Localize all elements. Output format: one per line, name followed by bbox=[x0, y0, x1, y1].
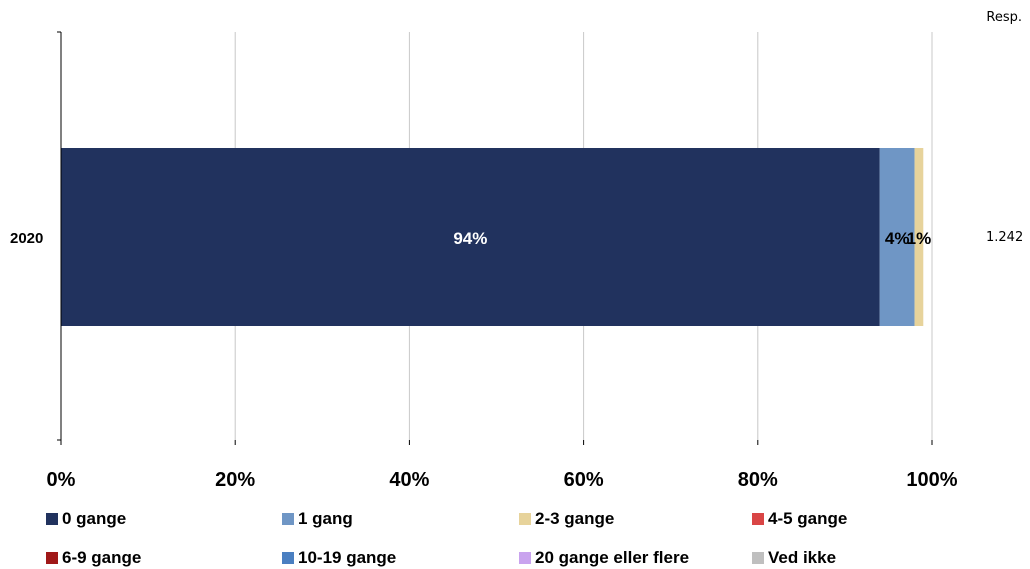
legend-label: 4-5 gange bbox=[768, 509, 848, 528]
legend-label: 20 gange eller flere bbox=[535, 548, 690, 567]
legend-item: 6-9 gange bbox=[46, 548, 141, 568]
bar-segment bbox=[879, 148, 915, 326]
legend-label: Ved ikke bbox=[768, 548, 837, 567]
chart-plot-area: 0% 20% 40% 60% 80% 100% 2020 94% 4%1% bbox=[10, 31, 958, 491]
x-tick-label: 20% bbox=[215, 469, 255, 491]
x-tick-label: 80% bbox=[738, 469, 778, 491]
x-tick-label: 100% bbox=[906, 469, 957, 491]
legend-item: 10-19 gange bbox=[282, 548, 396, 568]
bars bbox=[61, 148, 924, 326]
data-label: 4% bbox=[885, 229, 910, 248]
legend-swatch bbox=[46, 513, 58, 525]
legend-swatch bbox=[752, 513, 764, 525]
legend-swatch bbox=[282, 552, 294, 564]
legend-item: 2-3 gange bbox=[519, 509, 614, 529]
legend-swatch bbox=[46, 552, 58, 564]
legend-item: 0 gange bbox=[46, 509, 126, 529]
bar-segment bbox=[914, 148, 924, 326]
category-label: 2020 bbox=[10, 230, 43, 247]
legend-item: 4-5 gange bbox=[752, 509, 847, 529]
legend-swatch bbox=[519, 552, 531, 564]
data-label: 1% bbox=[907, 229, 932, 248]
bar-segment bbox=[61, 148, 880, 326]
legend-swatch bbox=[282, 513, 294, 525]
axes: 0% 20% 40% 60% 80% 100% 2020 bbox=[10, 31, 958, 491]
data-label: 94% bbox=[453, 229, 487, 248]
legend-label: 2-3 gange bbox=[535, 509, 615, 528]
x-tick-label: 0% bbox=[47, 469, 76, 491]
legend-item: Ved ikke bbox=[752, 548, 836, 568]
legend-swatch bbox=[752, 552, 764, 564]
x-tick-label: 40% bbox=[389, 469, 429, 491]
legend-item: 20 gange eller flere bbox=[519, 548, 689, 568]
legend-label: 10-19 gange bbox=[298, 548, 397, 567]
legend: 0 gange 1 gang 2-3 gange 4-5 gange 6-9 gange… bbox=[0, 500, 1030, 569]
legend-label: 6-9 gange bbox=[62, 548, 142, 567]
resp-value-2020: 1.242 bbox=[986, 230, 1024, 245]
data-labels: 94% 4%1% bbox=[453, 229, 931, 248]
legend-item: 1 gang bbox=[282, 509, 353, 529]
legend-label: 1 gang bbox=[298, 509, 353, 528]
legend-swatch bbox=[519, 513, 531, 525]
resp-header: Resp. bbox=[986, 10, 1022, 25]
x-tick-label: 60% bbox=[564, 469, 604, 491]
legend-label: 0 gange bbox=[62, 509, 127, 528]
